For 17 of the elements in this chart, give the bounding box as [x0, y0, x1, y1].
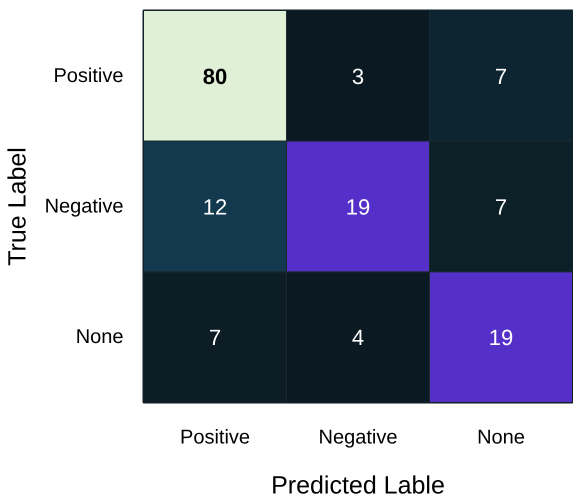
y-tick-label: Negative	[44, 196, 124, 218]
y-tick-label: None	[76, 326, 124, 348]
y-axis-title: True Label	[4, 147, 32, 266]
data-label: 3	[352, 64, 364, 89]
data-label: 12	[202, 194, 228, 220]
x-tick-label: Negative	[318, 426, 398, 448]
y-tick-label: Positive	[53, 64, 124, 87]
x-axis-title: Predicted Lable	[271, 472, 445, 500]
data-label: 4	[352, 325, 364, 350]
data-label: 7	[494, 194, 508, 220]
data-label: 7	[494, 64, 508, 89]
data-label: 80	[202, 64, 228, 89]
data-label: 19	[488, 325, 514, 350]
x-tick-label: None	[477, 426, 525, 448]
x-tick-label: Positive	[180, 426, 250, 448]
data-label: 19	[346, 194, 370, 220]
data-label: 7	[208, 325, 222, 350]
